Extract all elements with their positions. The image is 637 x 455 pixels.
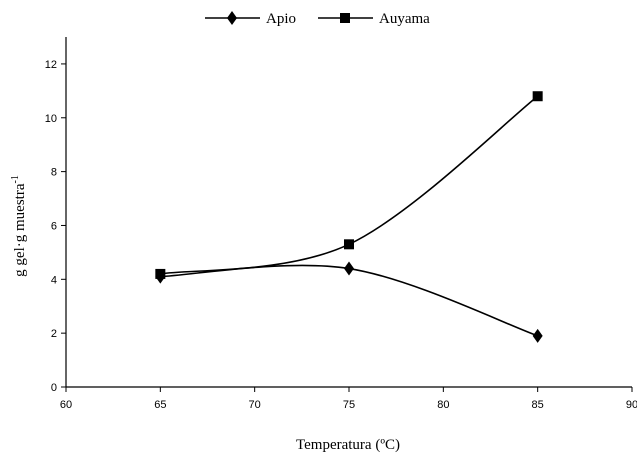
series-line xyxy=(160,264,538,337)
legend-item-apio: Apio xyxy=(205,11,296,27)
x-tick-label: 65 xyxy=(154,399,166,411)
data-point-square xyxy=(532,91,543,102)
y-axis-title-superscript: -1 xyxy=(10,175,21,183)
y-tick-label: 12 xyxy=(45,59,57,71)
data-point-diamond xyxy=(532,328,543,343)
y-tick-label: 4 xyxy=(51,274,57,286)
x-tick-label: 85 xyxy=(532,399,544,411)
y-axis-title-main: g gel·g muestra xyxy=(12,183,28,277)
series-apio xyxy=(155,261,543,343)
legend-marker-square xyxy=(340,13,350,23)
data-point-diamond xyxy=(344,261,354,276)
x-tick-label: 70 xyxy=(249,399,261,411)
x-tick-label: 60 xyxy=(60,399,72,411)
x-tick-label: 80 xyxy=(437,399,449,411)
legend-marker-diamond xyxy=(227,11,237,25)
x-tick-label: 75 xyxy=(343,399,355,411)
legend: Apio Auyama xyxy=(205,11,430,27)
legend-label: Apio xyxy=(266,11,296,27)
y-tick-label: 10 xyxy=(45,113,57,125)
y-tick-label: 0 xyxy=(51,382,57,394)
y-tick-label: 2 xyxy=(51,328,57,340)
axes: 60 65 70 75 80 85 90 0 2 4 6 8 10 12 xyxy=(45,37,637,411)
legend-item-auyama: Auyama xyxy=(318,11,430,27)
y-tick-label: 8 xyxy=(51,167,57,179)
y-tick-label: 6 xyxy=(51,220,57,232)
data-point-square xyxy=(155,268,166,279)
x-tick-label: 90 xyxy=(626,399,637,411)
series-auyama xyxy=(155,91,543,279)
data-point-square xyxy=(344,239,354,250)
legend-label: Auyama xyxy=(379,11,430,27)
x-axis-title: Temperatura (ºC) xyxy=(296,437,400,453)
series-layer xyxy=(155,91,543,343)
y-axis-title: g gel·g muestra-1 xyxy=(10,175,28,277)
